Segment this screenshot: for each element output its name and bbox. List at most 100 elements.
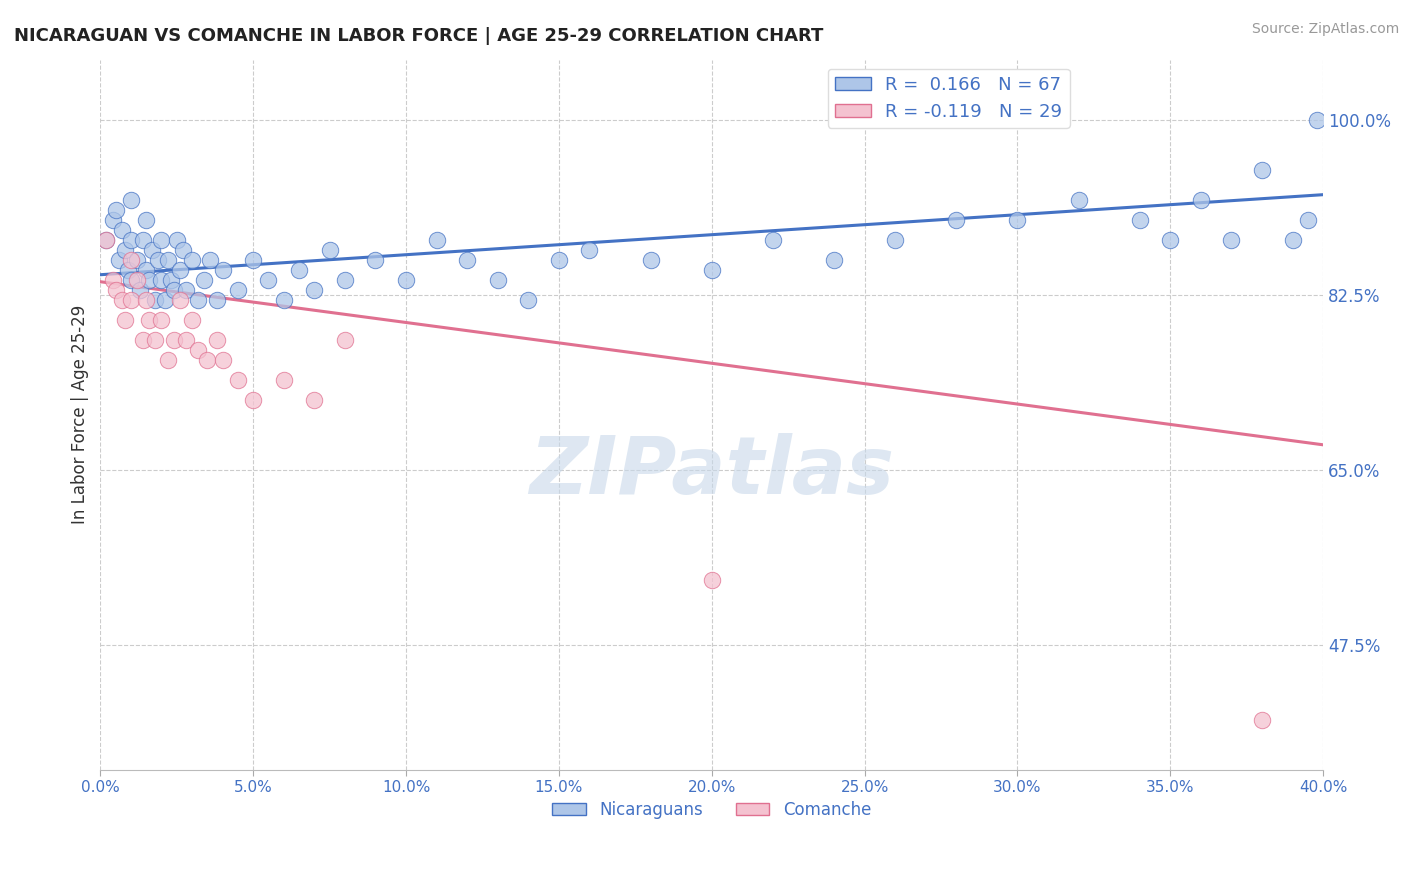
Point bbox=[700, 573, 723, 587]
Point bbox=[104, 202, 127, 217]
Point bbox=[304, 283, 326, 297]
Point bbox=[226, 373, 249, 387]
Point bbox=[163, 333, 186, 347]
Point bbox=[163, 283, 186, 297]
Text: Source: ZipAtlas.com: Source: ZipAtlas.com bbox=[1251, 22, 1399, 37]
Point bbox=[169, 293, 191, 307]
Point bbox=[111, 293, 134, 307]
Point bbox=[257, 273, 280, 287]
Point bbox=[1251, 162, 1274, 177]
Point bbox=[200, 252, 222, 267]
Point bbox=[333, 273, 356, 287]
Point bbox=[117, 262, 139, 277]
Point bbox=[181, 312, 204, 326]
Point bbox=[101, 273, 124, 287]
Point bbox=[1296, 212, 1319, 227]
Point bbox=[125, 273, 148, 287]
Point bbox=[195, 352, 218, 367]
Y-axis label: In Labor Force | Age 25-29: In Labor Force | Age 25-29 bbox=[72, 305, 89, 524]
Point bbox=[823, 252, 845, 267]
Point bbox=[120, 252, 142, 267]
Point bbox=[159, 273, 181, 287]
Point bbox=[150, 273, 173, 287]
Point bbox=[426, 233, 449, 247]
Point bbox=[96, 233, 118, 247]
Point bbox=[141, 243, 163, 257]
Point bbox=[205, 333, 228, 347]
Point bbox=[1220, 233, 1243, 247]
Point bbox=[205, 293, 228, 307]
Point bbox=[187, 343, 209, 357]
Point bbox=[1067, 193, 1090, 207]
Point bbox=[1007, 212, 1029, 227]
Point bbox=[120, 233, 142, 247]
Point bbox=[548, 252, 571, 267]
Point bbox=[125, 252, 148, 267]
Point bbox=[1281, 233, 1303, 247]
Point bbox=[129, 283, 152, 297]
Point bbox=[181, 252, 204, 267]
Point bbox=[578, 243, 600, 257]
Point bbox=[193, 273, 215, 287]
Point bbox=[1251, 713, 1274, 727]
Point bbox=[273, 293, 295, 307]
Point bbox=[101, 212, 124, 227]
Point bbox=[135, 212, 157, 227]
Point bbox=[304, 392, 326, 407]
Point bbox=[135, 262, 157, 277]
Point bbox=[1306, 112, 1329, 127]
Point bbox=[156, 252, 179, 267]
Point bbox=[364, 252, 387, 267]
Point bbox=[111, 223, 134, 237]
Point bbox=[517, 293, 540, 307]
Point bbox=[135, 293, 157, 307]
Point bbox=[333, 333, 356, 347]
Point bbox=[169, 262, 191, 277]
Point bbox=[166, 233, 188, 247]
Point bbox=[132, 333, 155, 347]
Point bbox=[456, 252, 478, 267]
Point bbox=[120, 193, 142, 207]
Point bbox=[174, 333, 197, 347]
Point bbox=[211, 352, 233, 367]
Point bbox=[1159, 233, 1181, 247]
Point bbox=[114, 312, 136, 326]
Point bbox=[172, 243, 194, 257]
Point bbox=[153, 293, 176, 307]
Point bbox=[226, 283, 249, 297]
Point bbox=[145, 333, 167, 347]
Point bbox=[187, 293, 209, 307]
Point bbox=[145, 293, 167, 307]
Point bbox=[288, 262, 311, 277]
Point bbox=[700, 262, 723, 277]
Point bbox=[138, 312, 160, 326]
Point bbox=[148, 252, 170, 267]
Point bbox=[107, 252, 129, 267]
Point bbox=[138, 273, 160, 287]
Point bbox=[120, 273, 142, 287]
Point bbox=[884, 233, 907, 247]
Point bbox=[150, 312, 173, 326]
Point bbox=[96, 233, 118, 247]
Point bbox=[395, 273, 418, 287]
Text: NICARAGUAN VS COMANCHE IN LABOR FORCE | AGE 25-29 CORRELATION CHART: NICARAGUAN VS COMANCHE IN LABOR FORCE | … bbox=[14, 27, 824, 45]
Point bbox=[640, 252, 662, 267]
Point bbox=[120, 293, 142, 307]
Point bbox=[156, 352, 179, 367]
Point bbox=[1129, 212, 1152, 227]
Point bbox=[318, 243, 340, 257]
Point bbox=[211, 262, 233, 277]
Text: ZIPatlas: ZIPatlas bbox=[529, 433, 894, 510]
Point bbox=[114, 243, 136, 257]
Legend: Nicaraguans, Comanche: Nicaraguans, Comanche bbox=[546, 794, 877, 826]
Point bbox=[945, 212, 967, 227]
Point bbox=[273, 373, 295, 387]
Point bbox=[150, 233, 173, 247]
Point bbox=[1189, 193, 1212, 207]
Point bbox=[486, 273, 509, 287]
Point bbox=[132, 233, 155, 247]
Point bbox=[242, 392, 264, 407]
Point bbox=[174, 283, 197, 297]
Point bbox=[104, 283, 127, 297]
Point bbox=[242, 252, 264, 267]
